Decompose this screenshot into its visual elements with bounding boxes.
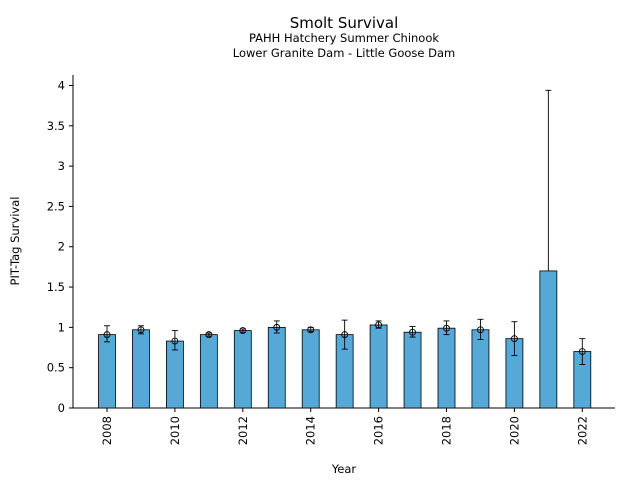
bar-2009: [132, 329, 150, 409]
y-tick-label: 0.5: [47, 361, 65, 375]
y-tick-label: 2.5: [47, 199, 65, 213]
chart-subtitle-1: PAHH Hatchery Summer Chinook: [249, 31, 439, 45]
bar-2019: [471, 329, 490, 409]
y-tick-label: 2: [58, 240, 65, 254]
plot-area: 0 0.5 1 1.5 2 2.5 3 3.5 4 2008 2010 2012 2014 2016 201…: [47, 75, 615, 445]
bar-2018: [437, 327, 456, 409]
point-marker: [273, 323, 281, 331]
x-tick-label: 2022: [575, 416, 589, 445]
point-marker: [205, 331, 213, 339]
point-marker: [341, 331, 349, 339]
point-marker: [171, 337, 179, 345]
bar-2016: [369, 324, 388, 409]
point-marker: [510, 335, 518, 343]
y-tick-label: 3.5: [47, 119, 65, 133]
y-tick-label: 3: [58, 159, 65, 173]
bar-2017: [403, 331, 422, 409]
point-marker: [103, 331, 111, 339]
y-tick-label: 1: [58, 320, 65, 334]
chart-subtitle-2: Lower Granite Dam - Little Goose Dam: [233, 46, 455, 60]
bar-2014: [301, 329, 320, 409]
bar-2008: [98, 334, 116, 409]
point-marker: [443, 324, 450, 332]
bar-2021: [539, 270, 558, 409]
bar-2013: [267, 326, 286, 409]
x-tick-label: 2012: [236, 416, 250, 445]
bar-2010: [165, 340, 184, 409]
point-marker: [477, 326, 484, 334]
x-tick-label: 2014: [304, 416, 318, 445]
bar-2011: [199, 334, 218, 409]
x-tick-label: 2008: [100, 416, 114, 445]
y-tick-label: 0: [58, 401, 65, 415]
y-tick-label: 4: [58, 78, 65, 92]
chart-title: Smolt Survival: [290, 14, 399, 32]
x-tick-label: 2016: [372, 416, 386, 445]
x-tick-label: 2010: [168, 416, 182, 445]
point-marker: [239, 327, 247, 335]
point-marker: [137, 326, 145, 334]
point-marker: [307, 326, 315, 334]
x-axis-label: Year: [331, 462, 357, 476]
y-axis-label: PIT-Tag Survival: [8, 197, 22, 286]
point-marker: [409, 328, 416, 336]
x-tick-label: 2020: [507, 416, 521, 445]
x-tick-label: 2018: [440, 416, 454, 445]
point-marker: [375, 321, 383, 329]
y-tick-label: 1.5: [47, 280, 65, 294]
point-marker: [578, 348, 586, 356]
bar-2012: [233, 330, 252, 409]
